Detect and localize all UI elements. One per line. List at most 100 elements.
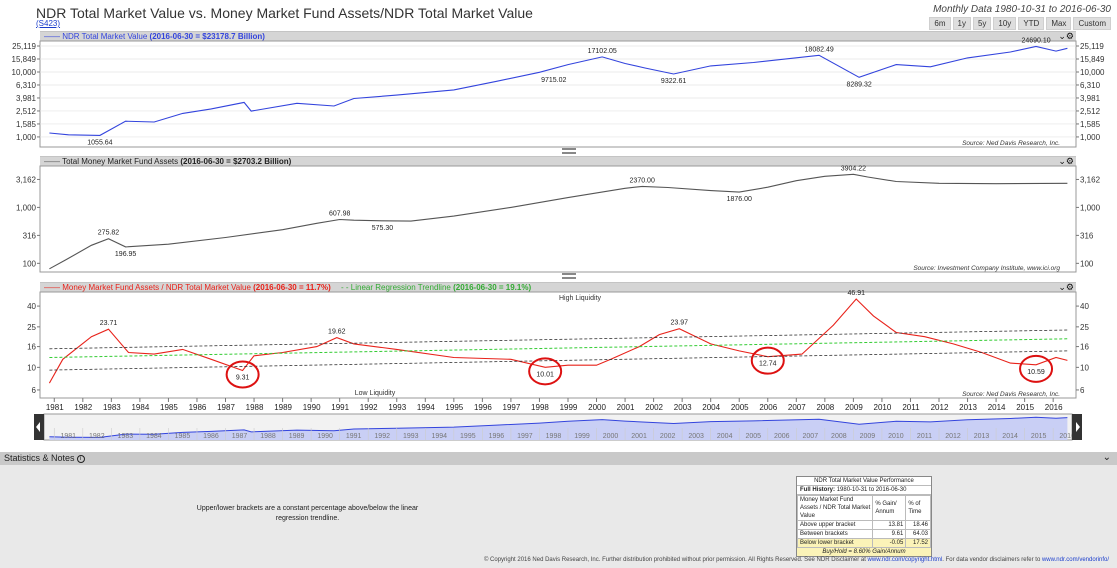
y-tick-label: 6,310 xyxy=(16,81,37,90)
range-max-button[interactable]: Max xyxy=(1046,17,1072,30)
x-tick-label: 2010 xyxy=(874,403,892,412)
navigator-year-label: 1989 xyxy=(289,433,305,440)
chart-area: 1,000 1,000 1,585 1,585 2,512 2,512 3,981 3,981… xyxy=(12,37,1105,441)
range-6m-button[interactable]: 6m xyxy=(929,17,951,30)
copyright: © Copyright 2016 Ned Davis Research, Inc… xyxy=(484,557,1109,563)
panel2-frame xyxy=(39,165,1077,273)
x-tick-label: 1988 xyxy=(246,403,264,412)
y-tick-label: 1,000 xyxy=(16,133,37,142)
chart-code-link[interactable]: (S423) xyxy=(36,19,61,28)
navigator-year-label: 1981 xyxy=(60,433,76,440)
range-navigator[interactable]: 1981 1982 1983 1984 1985 1986 1987 1988 1989 1990… xyxy=(34,413,1082,441)
chevron-down-icon[interactable]: ⌄ xyxy=(1058,156,1066,166)
x-tick-label: 2011 xyxy=(902,403,920,412)
y-tick-label: 16 xyxy=(27,343,36,352)
performance-title: NDR Total Market Value Performance xyxy=(797,477,931,486)
y-tick-label-right: 3,981 xyxy=(1080,94,1101,103)
data-label: 275.82 xyxy=(98,230,120,237)
data-label: 8289.32 xyxy=(846,81,871,88)
panel1-legend: —— NDR Total Market Value (2016-06-30 = … xyxy=(44,32,265,41)
x-tick-label: 2009 xyxy=(845,403,863,412)
y-tick-label-right: 6 xyxy=(1080,386,1085,395)
y-tick-label-right: 1,000 xyxy=(1080,203,1101,212)
gear-icon[interactable]: ⚙ xyxy=(1065,31,1074,41)
navigator-line xyxy=(49,416,1068,438)
y-tick-label: 1,000 xyxy=(16,203,37,212)
resize-handle-1[interactable] xyxy=(562,148,576,154)
y-tick-label: 10 xyxy=(27,363,36,372)
y-tick-label-right: 10,000 xyxy=(1080,68,1105,77)
y-tick-label: 316 xyxy=(23,231,37,240)
data-label: 10.01 xyxy=(536,371,554,378)
navigator-year-label: 2008 xyxy=(831,433,847,440)
data-label: 19.62 xyxy=(328,329,346,336)
navigator-year-label: 2015 xyxy=(1031,433,1047,440)
full-history-label: Full History: xyxy=(800,487,836,493)
y-tick-label: 40 xyxy=(27,302,36,311)
chart-header: NDR Total Market Value vs. Money Market … xyxy=(0,0,1117,30)
chevron-right-icon[interactable] xyxy=(1076,422,1080,432)
x-tick-label: 1994 xyxy=(417,403,435,412)
statistics-label: Statistics & Notes xyxy=(4,453,75,463)
navigator-year-label: 2000 xyxy=(603,433,619,440)
navigator-year-label: 1986 xyxy=(203,433,219,440)
row-label: Between brackets xyxy=(796,529,874,539)
vendor-link[interactable]: www.ndr.com/vendorinfo/ xyxy=(1041,557,1109,563)
x-tick-label: 2007 xyxy=(788,403,806,412)
highlight-circle xyxy=(225,360,260,389)
page-title: NDR Total Market Value vs. Money Market … xyxy=(36,5,533,21)
data-label: 23.71 xyxy=(100,320,118,327)
gear-icon[interactable]: ⚙ xyxy=(1065,156,1074,166)
chevron-down-icon[interactable]: ⌄ xyxy=(1058,31,1066,41)
x-tick-label: 1999 xyxy=(560,403,578,412)
range-5y-button[interactable]: 5y xyxy=(972,17,992,30)
y-tick-label-right: 25 xyxy=(1080,323,1089,332)
x-tick-label: 1997 xyxy=(503,403,521,412)
data-label: 575.30 xyxy=(372,225,394,232)
gear-icon[interactable]: ⚙ xyxy=(1065,282,1074,292)
range-buttons: 6m 1y 5y 10y YTD Max Custom xyxy=(929,17,1111,30)
data-label: 24690.10 xyxy=(1021,37,1050,44)
chevron-down-icon[interactable]: ⌄ xyxy=(1102,452,1111,463)
navigator-year-label: 2014 xyxy=(1002,433,1018,440)
info-icon[interactable]: i xyxy=(76,455,85,463)
navigator-year-label: 2004 xyxy=(717,433,733,440)
panel1-plot: 1,000 1,000 1,585 1,585 2,512 2,512 3,981 3,981… xyxy=(12,37,1105,146)
y-tick-label: 1,585 xyxy=(16,120,37,129)
copyright-link[interactable]: www.ndr.com/copyright.html xyxy=(867,557,943,563)
navigator-year-label: 2005 xyxy=(745,433,761,440)
range-custom-button[interactable]: Custom xyxy=(1073,17,1111,30)
range-ytd-button[interactable]: YTD xyxy=(1018,17,1045,30)
row-time: 18.46 xyxy=(905,520,931,530)
x-tick-label: 2005 xyxy=(731,403,749,412)
navigator-year-label: 2013 xyxy=(974,433,990,440)
y-tick-label-right: 25,119 xyxy=(1080,42,1104,51)
x-tick-label: 2016 xyxy=(1045,403,1063,412)
chevron-down-icon[interactable]: ⌄ xyxy=(1058,282,1066,292)
x-tick-label: 2014 xyxy=(988,403,1006,412)
high-liquidity-label: High Liquidity xyxy=(559,295,602,302)
bracket-note: Upper/lower brackets are a constant perc… xyxy=(196,505,419,522)
data-label: 1055.64 xyxy=(87,139,112,146)
panel2-plot: 100 100 316 316 1,000 1,000 3,162 3,162 275.82 19… xyxy=(16,165,1101,270)
panel3-legend2-name: Linear Regression Trendline xyxy=(350,283,451,292)
range-1y-button[interactable]: 1y xyxy=(952,17,971,30)
y-tick-label: 6 xyxy=(32,386,37,395)
row-label: Above upper bracket xyxy=(796,520,874,530)
panel1-legend-value: (2016-06-30 = $23178.7 Billion) xyxy=(149,32,265,41)
y-tick-label-right: 2,512 xyxy=(1080,107,1101,116)
data-label: 1876.00 xyxy=(727,196,752,203)
x-tick-label: 1987 xyxy=(217,403,235,412)
x-tick-label: 1982 xyxy=(74,403,92,412)
lower-bracket xyxy=(49,350,1068,371)
x-tick-label: 1995 xyxy=(445,403,463,412)
resize-handle-2[interactable] xyxy=(562,273,576,279)
statistics-bar[interactable]: Statistics & Notes i ⌄ xyxy=(0,452,1117,465)
navigator-year-label: 1992 xyxy=(374,433,390,440)
highlight-circle xyxy=(528,357,563,386)
panel2-legend: —— Total Money Market Fund Assets (2016-… xyxy=(44,157,292,166)
range-10y-button[interactable]: 10y xyxy=(993,17,1017,30)
x-tick-label: 2001 xyxy=(617,403,635,412)
chevron-left-icon[interactable] xyxy=(36,422,40,432)
table-row: Below lower bracket -0.05 17.52 xyxy=(796,538,931,548)
